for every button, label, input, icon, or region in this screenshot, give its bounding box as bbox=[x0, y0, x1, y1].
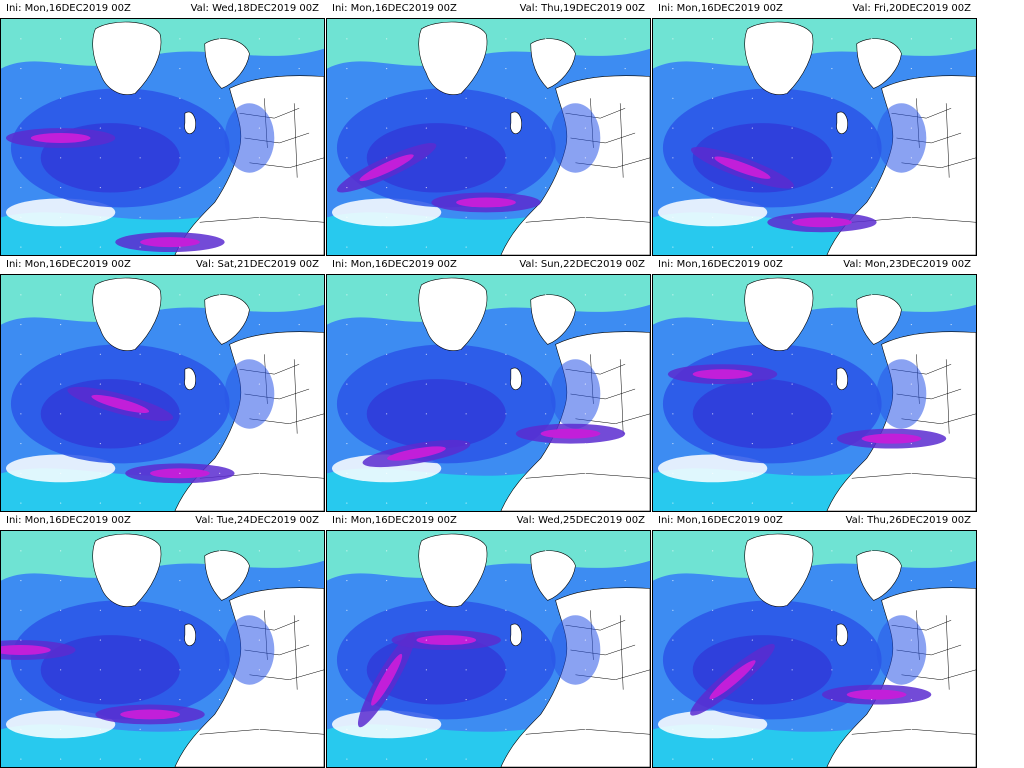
map-panel-5: Ini: Mon,16DEC2019 00Z Val: Sun,22DEC201… bbox=[326, 256, 651, 512]
map-panel-4: Ini: Mon,16DEC2019 00Z Val: Sat,21DEC201… bbox=[0, 256, 325, 512]
map-graphic bbox=[1, 531, 324, 767]
map-image bbox=[326, 530, 651, 768]
map-graphic bbox=[327, 275, 650, 511]
panel-header: Ini: Mon,16DEC2019 00Z Val: Wed,18DEC201… bbox=[0, 0, 325, 18]
init-time-label: Ini: Mon,16DEC2019 00Z bbox=[332, 259, 457, 270]
panel-header: Ini: Mon,16DEC2019 00Z Val: Thu,26DEC201… bbox=[652, 512, 977, 530]
init-time-label: Ini: Mon,16DEC2019 00Z bbox=[6, 259, 131, 270]
map-panel-1: Ini: Mon,16DEC2019 00Z Val: Wed,18DEC201… bbox=[0, 0, 325, 256]
map-panel-6: Ini: Mon,16DEC2019 00Z Val: Mon,23DEC201… bbox=[652, 256, 977, 512]
map-panel-3: Ini: Mon,16DEC2019 00Z Val: Fri,20DEC201… bbox=[652, 0, 977, 256]
map-image bbox=[0, 530, 325, 768]
map-graphic bbox=[653, 275, 976, 511]
panel-header: Ini: Mon,16DEC2019 00Z Val: Wed,25DEC201… bbox=[326, 512, 651, 530]
map-graphic bbox=[1, 19, 324, 255]
panel-header: Ini: Mon,16DEC2019 00Z Val: Mon,23DEC201… bbox=[652, 256, 977, 274]
map-graphic bbox=[653, 531, 976, 767]
init-time-label: Ini: Mon,16DEC2019 00Z bbox=[332, 515, 457, 526]
valid-time-label: Val: Thu,19DEC2019 00Z bbox=[519, 3, 645, 14]
valid-time-label: Val: Thu,26DEC2019 00Z bbox=[845, 515, 971, 526]
valid-time-label: Val: Sun,22DEC2019 00Z bbox=[519, 259, 645, 270]
map-image bbox=[326, 274, 651, 512]
map-graphic bbox=[327, 19, 650, 255]
map-graphic bbox=[653, 19, 976, 255]
map-panel-7: Ini: Mon,16DEC2019 00Z Val: Tue,24DEC201… bbox=[0, 512, 325, 768]
map-panel-9: Ini: Mon,16DEC2019 00Z Val: Thu,26DEC201… bbox=[652, 512, 977, 768]
map-image bbox=[652, 530, 977, 768]
init-time-label: Ini: Mon,16DEC2019 00Z bbox=[658, 3, 783, 14]
map-image bbox=[0, 274, 325, 512]
panel-header: Ini: Mon,16DEC2019 00Z Val: Sat,21DEC201… bbox=[0, 256, 325, 274]
map-image bbox=[652, 274, 977, 512]
init-time-label: Ini: Mon,16DEC2019 00Z bbox=[658, 515, 783, 526]
panel-header: Ini: Mon,16DEC2019 00Z Val: Thu,19DEC201… bbox=[326, 0, 651, 18]
init-time-label: Ini: Mon,16DEC2019 00Z bbox=[6, 3, 131, 14]
map-panel-2: Ini: Mon,16DEC2019 00Z Val: Thu,19DEC201… bbox=[326, 0, 651, 256]
valid-time-label: Val: Wed,25DEC2019 00Z bbox=[516, 515, 645, 526]
panel-header: Ini: Mon,16DEC2019 00Z Val: Tue,24DEC201… bbox=[0, 512, 325, 530]
valid-time-label: Val: Fri,20DEC2019 00Z bbox=[852, 3, 971, 14]
map-image bbox=[326, 18, 651, 256]
map-image bbox=[652, 18, 977, 256]
init-time-label: Ini: Mon,16DEC2019 00Z bbox=[332, 3, 457, 14]
map-graphic bbox=[1, 275, 324, 511]
panel-header: Ini: Mon,16DEC2019 00Z Val: Sun,22DEC201… bbox=[326, 256, 651, 274]
valid-time-label: Val: Sat,21DEC2019 00Z bbox=[195, 259, 319, 270]
map-graphic bbox=[327, 531, 650, 767]
valid-time-label: Val: Mon,23DEC2019 00Z bbox=[843, 259, 971, 270]
init-time-label: Ini: Mon,16DEC2019 00Z bbox=[658, 259, 783, 270]
valid-time-label: Val: Tue,24DEC2019 00Z bbox=[195, 515, 319, 526]
panel-header: Ini: Mon,16DEC2019 00Z Val: Fri,20DEC201… bbox=[652, 0, 977, 18]
map-panel-8: Ini: Mon,16DEC2019 00Z Val: Wed,25DEC201… bbox=[326, 512, 651, 768]
valid-time-label: Val: Wed,18DEC2019 00Z bbox=[190, 3, 319, 14]
init-time-label: Ini: Mon,16DEC2019 00Z bbox=[6, 515, 131, 526]
map-image bbox=[0, 18, 325, 256]
